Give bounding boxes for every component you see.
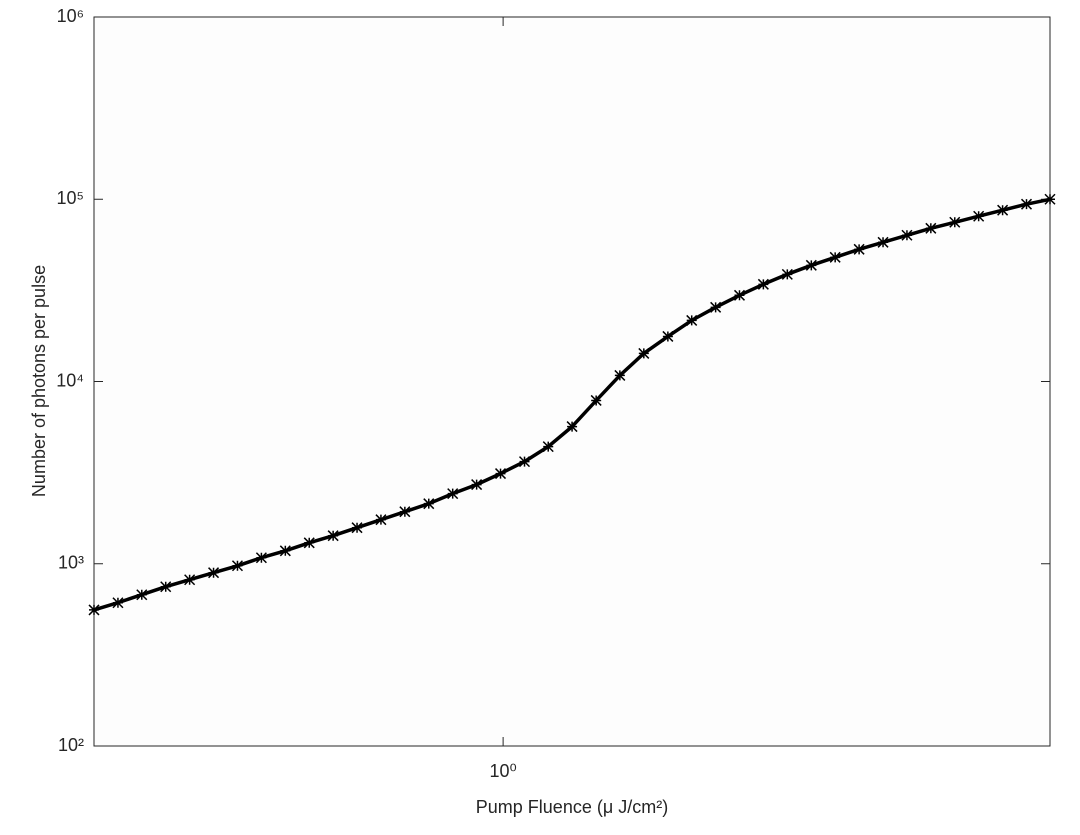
y-tick-label: 10⁶ (57, 6, 84, 26)
marker (1044, 193, 1056, 205)
x-tick-label: 10⁰ (489, 761, 516, 781)
marker (853, 243, 865, 255)
marker (399, 506, 411, 518)
marker (662, 330, 674, 342)
marker (279, 545, 291, 557)
marker (471, 479, 483, 491)
y-tick-label: 10⁵ (57, 188, 84, 208)
marker (877, 236, 889, 248)
marker (231, 560, 243, 572)
marker (901, 229, 913, 241)
marker (997, 204, 1009, 216)
marker (423, 498, 435, 510)
marker (757, 278, 769, 290)
marker (805, 259, 817, 271)
x-axis-label: Pump Fluence (μ J/cm²) (476, 797, 668, 817)
plot-area (93, 16, 1051, 747)
marker (494, 468, 507, 480)
marker (949, 216, 961, 228)
marker (638, 347, 650, 359)
marker (447, 488, 459, 500)
marker (208, 567, 220, 579)
marker (136, 589, 148, 601)
y-tick-label: 10⁴ (56, 370, 84, 390)
marker (542, 441, 554, 453)
marker (733, 289, 746, 301)
marker (375, 514, 387, 526)
marker (88, 604, 100, 616)
marker (1020, 198, 1033, 210)
marker (566, 421, 578, 433)
marker (686, 314, 698, 326)
y-tick-label: 10² (58, 735, 84, 755)
marker (781, 268, 793, 280)
marker (112, 597, 124, 609)
y-axis-label: Number of photons per pulse (29, 265, 49, 497)
marker (327, 530, 339, 542)
y-tick-label: 10³ (58, 553, 84, 573)
marker (255, 552, 267, 564)
marker (710, 301, 722, 313)
marker (829, 251, 841, 263)
marker (303, 537, 315, 549)
marker (518, 456, 531, 468)
marker (614, 369, 626, 381)
marker (184, 574, 196, 586)
marker (590, 394, 602, 406)
marker (973, 210, 985, 222)
marker (351, 522, 363, 534)
marker (925, 222, 937, 234)
marker (160, 581, 172, 593)
